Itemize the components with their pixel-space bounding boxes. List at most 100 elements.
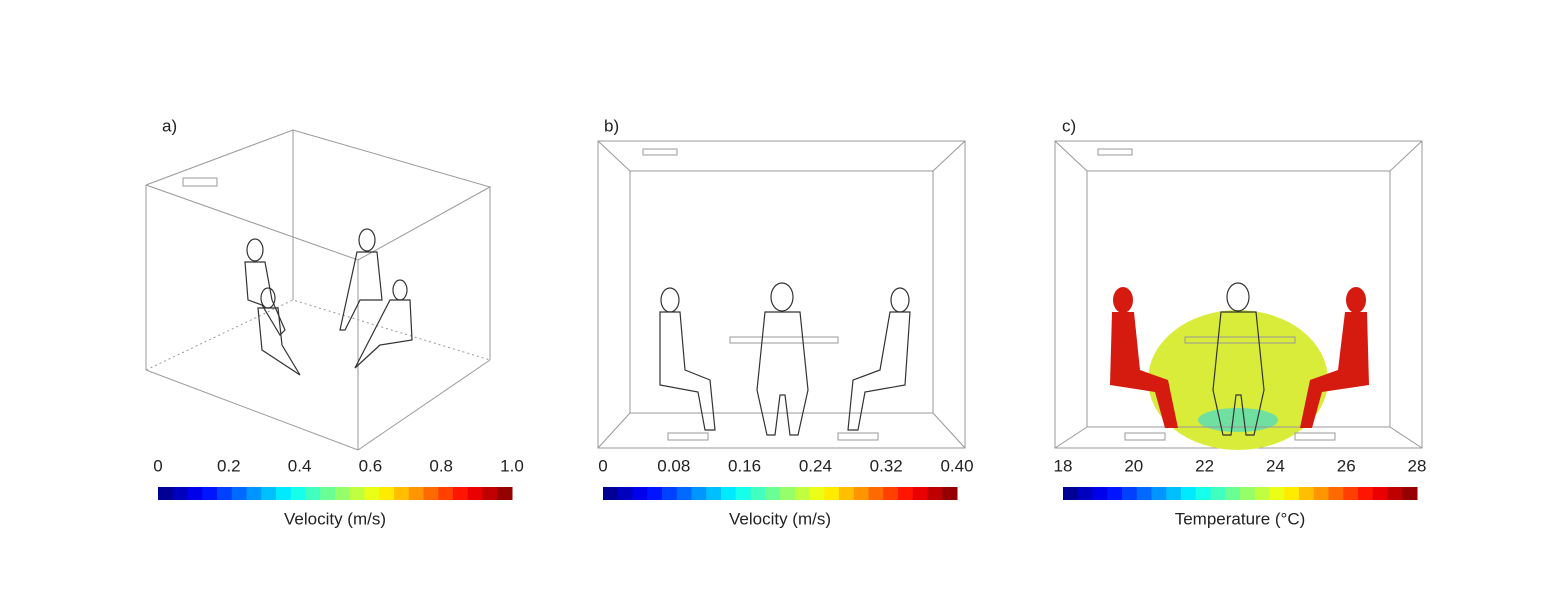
panel-label: b): [604, 116, 619, 135]
colorbar-swatch: [1343, 487, 1359, 500]
colorbar-swatch: [408, 487, 424, 500]
colorbar-swatch: [721, 487, 737, 500]
colorbar-swatch: [1402, 487, 1418, 500]
colorbar-swatch: [1195, 487, 1211, 500]
colorbar-swatch: [1313, 487, 1329, 500]
colorbar-swatch: [912, 487, 928, 500]
colorbar-swatch: [1240, 487, 1256, 500]
colorbar-tick-label: 28: [1408, 456, 1427, 475]
colorbar-swatch: [706, 487, 722, 500]
colorbar-swatch: [1284, 487, 1300, 500]
occupants-c: [1110, 282, 1369, 436]
colorbar-swatch: [394, 487, 410, 500]
room-front-c: [1054, 140, 1423, 450]
colorbar-title: Velocity (m/s): [729, 509, 831, 528]
colorbar-tick-label: 22: [1195, 456, 1214, 475]
colorbar-tick-label: 26: [1337, 456, 1356, 475]
colorbar-swatch: [868, 487, 884, 500]
colorbar-swatch: [765, 487, 781, 500]
colorbar-swatch: [883, 487, 899, 500]
colorbar-swatch: [1122, 487, 1138, 500]
colorbar-swatch: [809, 487, 825, 500]
colorbar-swatch: [1225, 487, 1241, 500]
colorbar-swatch: [290, 487, 306, 500]
colorbar-swatch: [1299, 487, 1315, 500]
colorbar-swatch: [676, 487, 692, 500]
colorbar-swatch: [187, 487, 203, 500]
colorbar-tick-label: 20: [1124, 456, 1143, 475]
colorbar-swatch: [320, 487, 336, 500]
colorbar-swatch: [1092, 487, 1108, 500]
colorbar-swatch: [1372, 487, 1388, 500]
colorbar-swatch: [482, 487, 498, 500]
colorbar-swatch: [349, 487, 365, 500]
colorbar-swatch: [1387, 487, 1403, 500]
colorbar-swatch: [1063, 487, 1079, 500]
colorbar-swatch: [617, 487, 633, 500]
colorbar-swatch: [423, 487, 439, 500]
colorbar-swatch: [647, 487, 663, 500]
colorbar-swatch: [276, 487, 292, 500]
colorbar-swatch: [824, 487, 840, 500]
occupants-a: [244, 228, 413, 376]
colorbar-swatch: [172, 487, 188, 500]
colorbar-swatch: [335, 487, 351, 500]
colorbar-swatch: [231, 487, 247, 500]
colorbar-tick-label: 0.32: [870, 456, 903, 475]
colorbar-tick-label: 18: [1054, 456, 1073, 475]
colorbar-swatch: [1151, 487, 1167, 500]
panel-label: c): [1062, 116, 1076, 135]
colorbar-tick-label: 0.08: [657, 456, 690, 475]
colorbar-swatch: [453, 487, 469, 500]
colorbar-title: Temperature (°C): [1175, 509, 1306, 528]
colorbar-swatch: [662, 487, 678, 500]
colorbar-swatch: [379, 487, 395, 500]
occupants-b: [659, 282, 911, 436]
colorbar-tick-label: 0: [598, 456, 607, 475]
colorbar-swatch: [603, 487, 619, 500]
colorbar-swatch: [1181, 487, 1197, 500]
colorbar-swatch: [735, 487, 751, 500]
colorbar-swatch: [780, 487, 796, 500]
colorbar-swatch: [794, 487, 810, 500]
colorbar-swatch: [927, 487, 943, 500]
colorbar-swatch: [202, 487, 218, 500]
colorbar-tick-label: 0.4: [288, 456, 312, 475]
colorbar-tick-label: 1.0: [500, 456, 524, 475]
colorbar-swatch: [467, 487, 483, 500]
colorbar-tick-label: 0.6: [359, 456, 383, 475]
colorbar-tick-label: 0.40: [940, 456, 973, 475]
colorbar-swatch: [839, 487, 855, 500]
colorbar-swatch: [1254, 487, 1270, 500]
colorbar-swatch: [1328, 487, 1344, 500]
colorbar-swatch: [1077, 487, 1093, 500]
colorbar-swatch: [853, 487, 869, 500]
colorbar-swatch: [497, 487, 513, 500]
colorbar-tick-label: 0.2: [217, 456, 241, 475]
colorbar-swatch: [632, 487, 648, 500]
colorbar-tick-label: 0.16: [728, 456, 761, 475]
colorbar-title: Velocity (m/s): [284, 509, 386, 528]
colorbar-swatch: [305, 487, 321, 500]
colorbar-tick-label: 24: [1266, 456, 1285, 475]
colorbar-tick-label: 0: [153, 456, 162, 475]
colorbar-swatch: [364, 487, 380, 500]
colorbar-swatch: [750, 487, 766, 500]
colorbar-swatch: [246, 487, 262, 500]
panel-label: a): [162, 116, 177, 135]
colorbar-swatch: [217, 487, 233, 500]
colorbar-swatch: [1358, 487, 1374, 500]
colorbar-swatch: [942, 487, 958, 500]
colorbar-swatch: [438, 487, 454, 500]
colorbar-swatch: [158, 487, 174, 500]
colorbar-swatch: [691, 487, 707, 500]
colorbar-swatch: [898, 487, 914, 500]
colorbar-swatch: [1269, 487, 1285, 500]
colorbar-tick-label: 0.24: [799, 456, 832, 475]
colorbar-tick-label: 0.8: [429, 456, 453, 475]
colorbar-swatch: [1210, 487, 1226, 500]
colorbar-swatch: [1166, 487, 1182, 500]
colorbar-swatch: [1107, 487, 1123, 500]
room-front-b: [597, 140, 966, 449]
